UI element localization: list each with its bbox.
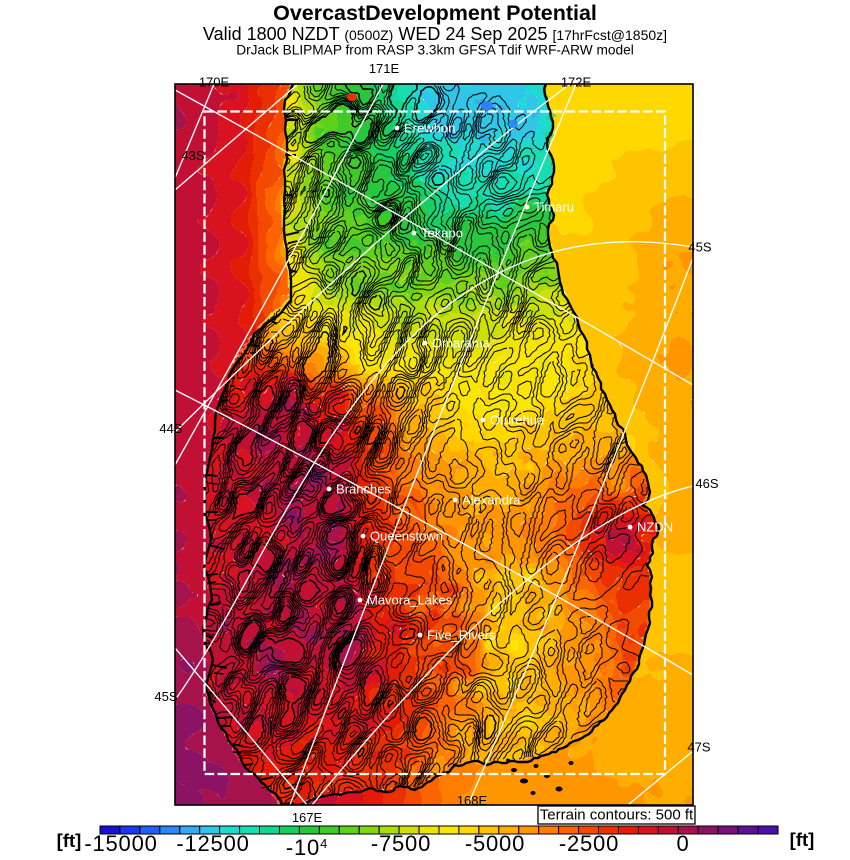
svg-text:-15000: -15000 <box>84 831 157 856</box>
svg-text:Timaru: Timaru <box>534 200 574 215</box>
svg-text:171E: 171E <box>369 61 400 76</box>
svg-text:46S: 46S <box>695 476 718 491</box>
svg-text:Tekapo: Tekapo <box>421 226 463 241</box>
svg-text:OvercastDevelopment Potential: OvercastDevelopment Potential <box>273 1 597 25</box>
svg-text:-2500: -2500 <box>559 831 619 856</box>
svg-text:-12500: -12500 <box>176 831 249 856</box>
svg-text:45S: 45S <box>688 240 711 255</box>
svg-text:[ft]: [ft] <box>57 830 82 851</box>
svg-text:167E: 167E <box>292 810 323 825</box>
svg-text:0: 0 <box>676 831 689 856</box>
svg-text:44S: 44S <box>159 421 182 436</box>
svg-text:Mavora_Lakes: Mavora_Lakes <box>367 593 453 608</box>
svg-text:Terrain contours: 500 ft: Terrain contours: 500 ft <box>540 807 694 824</box>
svg-text:170E: 170E <box>199 75 230 90</box>
svg-text:-5000: -5000 <box>465 831 525 856</box>
svg-text:168E: 168E <box>457 793 488 808</box>
svg-text:43S: 43S <box>181 148 204 163</box>
svg-text:Queenstown: Queenstown <box>370 529 443 544</box>
svg-text:Valid 1800 NZDT (0500Z) WED 24: Valid 1800 NZDT (0500Z) WED 24 Sep 2025 … <box>203 24 667 44</box>
svg-text:Alexandra: Alexandra <box>462 493 521 508</box>
svg-text:Branches: Branches <box>336 482 391 497</box>
svg-text:Erewhon: Erewhon <box>404 121 455 136</box>
svg-text:47S: 47S <box>687 740 710 755</box>
svg-text:45S: 45S <box>154 689 177 704</box>
svg-text:[ft]: [ft] <box>790 829 815 850</box>
svg-text:-7500: -7500 <box>371 831 431 856</box>
svg-text:172E: 172E <box>561 75 592 90</box>
svg-text:NZDN: NZDN <box>637 520 673 535</box>
svg-text:Omarama: Omarama <box>432 336 491 351</box>
svg-text:DrJack BLIPMAP from RASP 3.3km: DrJack BLIPMAP from RASP 3.3km GFSA Tdif… <box>236 43 634 58</box>
svg-text:Oturehua: Oturehua <box>490 413 545 428</box>
svg-text:Five_Rivers: Five_Rivers <box>427 628 496 643</box>
